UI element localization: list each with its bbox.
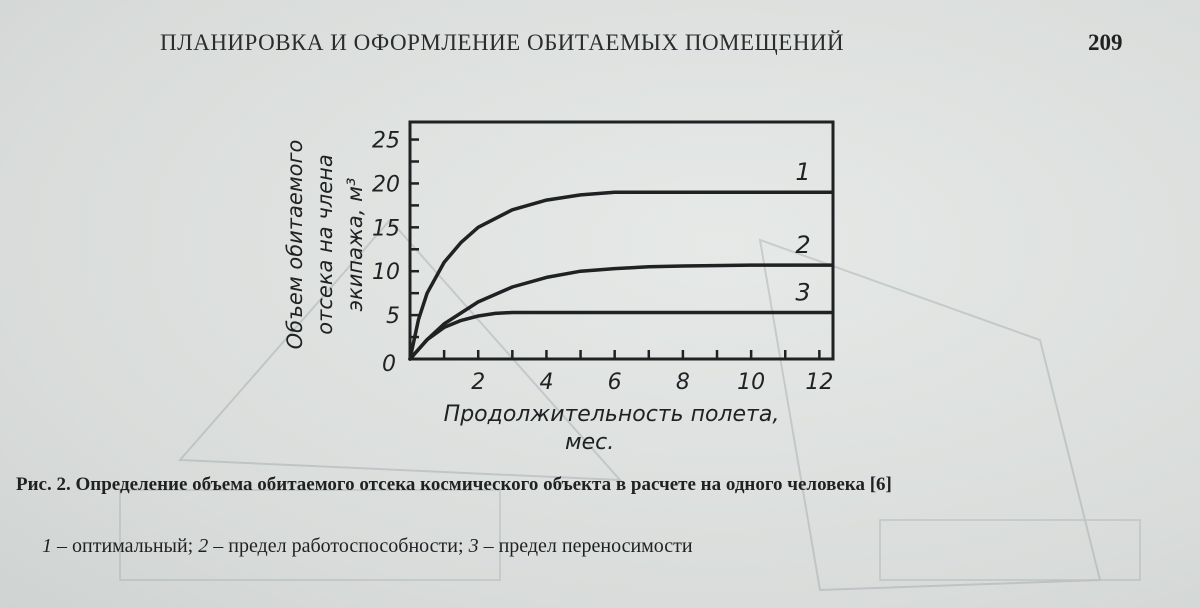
- curve-label-3: 3: [795, 278, 810, 306]
- curve-label-1: 1: [795, 158, 810, 186]
- curve-label-2: 2: [795, 231, 810, 259]
- x-label-line: Продолжительность полета,: [444, 402, 780, 427]
- curve-3: [408, 310, 833, 361]
- x-tick-label: 8: [676, 370, 690, 395]
- x-tick-label: 6: [608, 370, 622, 395]
- legend-num-3: 3: [468, 535, 479, 557]
- bleed-through-drawing: [119, 218, 1141, 592]
- y-tick-label: 20: [372, 172, 400, 197]
- y-tick-label: 15: [372, 216, 400, 241]
- figure-caption: Рис. 2. Определение объема обитаемого от…: [16, 474, 892, 495]
- curve-2: [408, 263, 833, 361]
- y-axis-label: Объем обитаемого отсека на члена экипажа, …: [283, 140, 367, 350]
- legend-text-3: – предел переносимости: [478, 535, 693, 557]
- x-tick-label: 4: [539, 370, 553, 395]
- legend-text-2: – предел работоспособности;: [208, 535, 469, 557]
- curve-labels: 1 2 3: [795, 158, 810, 306]
- plot-frame: [408, 120, 835, 361]
- x-label-line: мес.: [565, 430, 614, 450]
- x-axis-label: Продолжительность полета, мес.: [444, 402, 780, 450]
- x-tick-label: 10: [737, 370, 765, 395]
- legend-num-1: 1: [42, 535, 52, 557]
- y-label-line: экипажа, м³: [343, 178, 367, 312]
- running-title: ПЛАНИРОВКА И ОФОРМЛЕНИЕ ОБИТАЕМЫХ ПОМЕЩЕ…: [160, 30, 845, 55]
- x-tick-label: 12: [805, 370, 833, 395]
- figure-legend: 1 – оптимальный; 2 – предел работоспособ…: [42, 535, 693, 558]
- y-tick-label: 25: [372, 129, 400, 154]
- x-tick-label: 2: [471, 370, 485, 395]
- figure-chart: Объем обитаемого отсека на члена экипажа, …: [283, 120, 835, 450]
- curves: [408, 190, 833, 361]
- y-tick-label: 10: [372, 260, 400, 285]
- legend-text-1: – оптимальный;: [52, 535, 199, 557]
- origin-label: 0: [382, 352, 396, 377]
- y-tick-label: 5: [386, 304, 400, 329]
- y-label-line: Объем обитаемого: [283, 140, 307, 350]
- legend-num-2: 2: [198, 535, 209, 557]
- page-number: 209: [1088, 30, 1123, 55]
- y-label-line: отсека на члена: [313, 154, 337, 334]
- curve-1: [408, 190, 833, 361]
